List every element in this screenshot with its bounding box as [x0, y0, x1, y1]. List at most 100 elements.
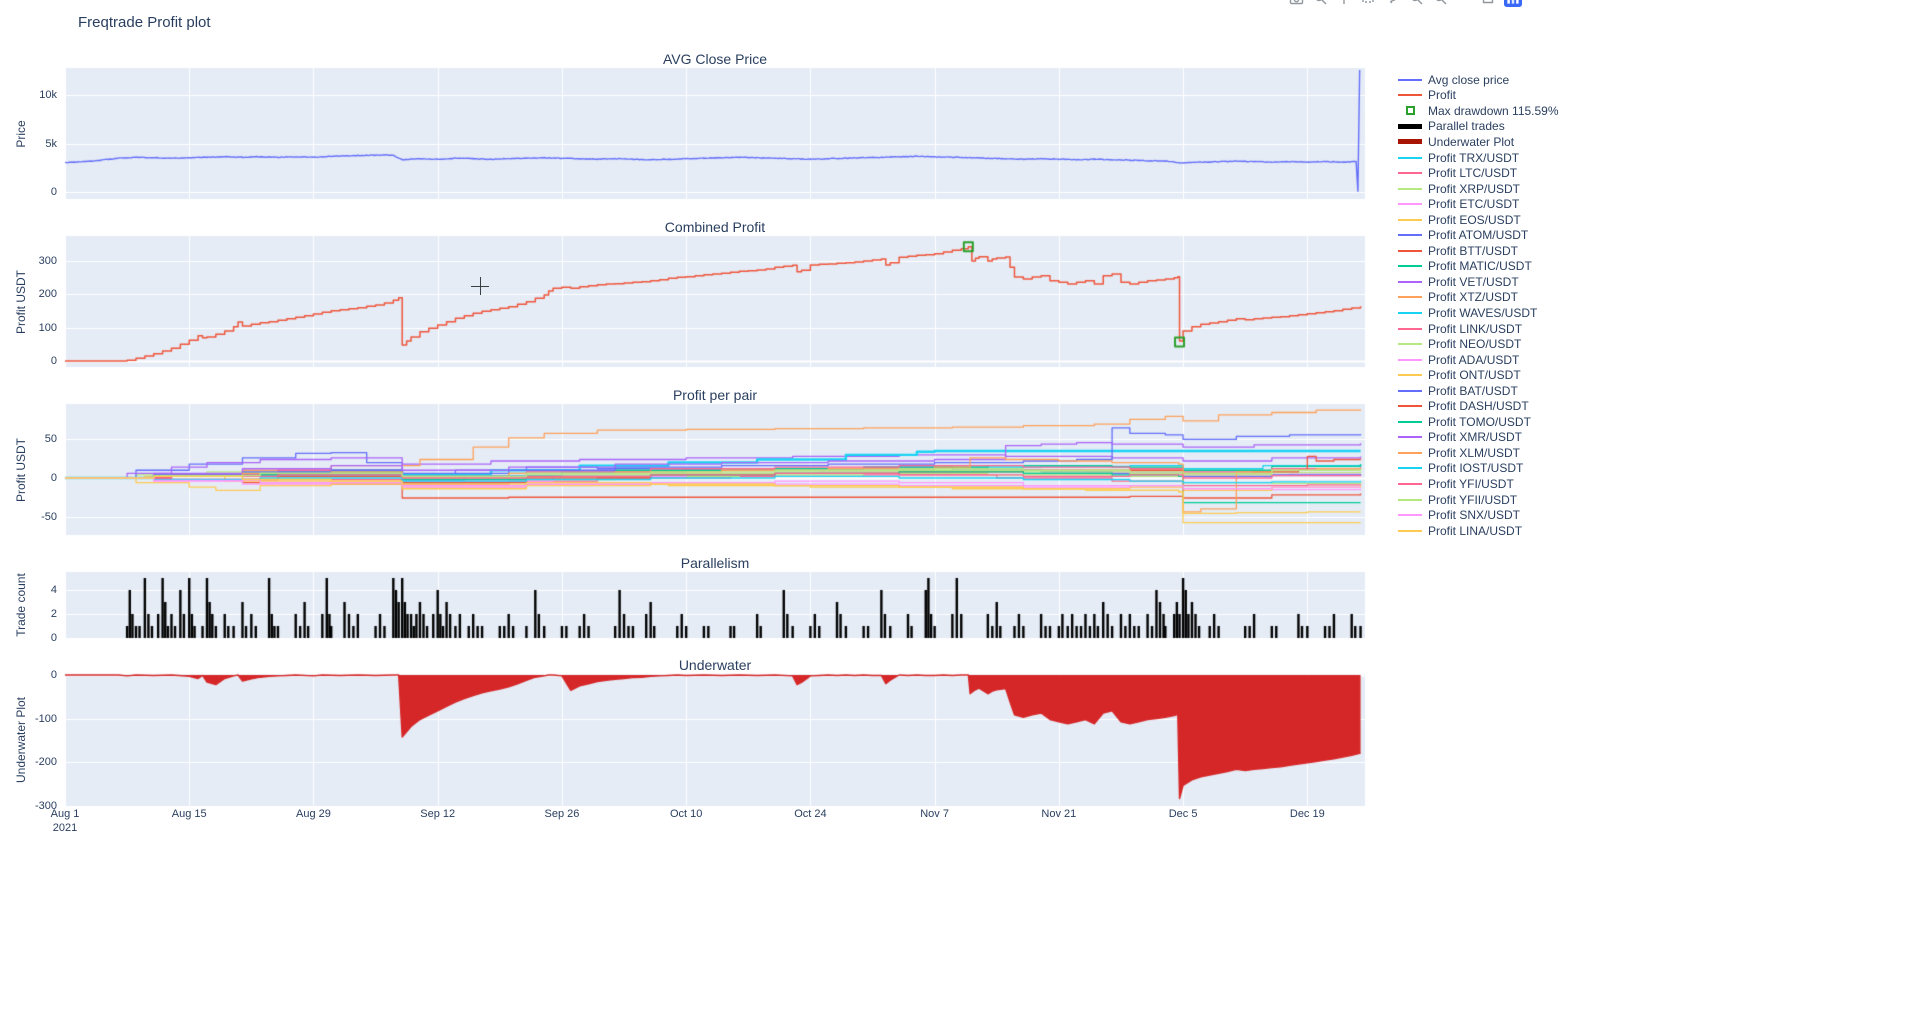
- legend-item[interactable]: Profit ONT/USDT: [1397, 367, 1559, 383]
- trace-swatch-icon: [1397, 498, 1423, 501]
- legend-label: Profit LTC/USDT: [1428, 166, 1518, 181]
- legend-item[interactable]: Profit NEO/USDT: [1397, 336, 1559, 352]
- legend-item[interactable]: Profit TRX/USDT: [1397, 150, 1559, 166]
- y-tick-label: 0: [50, 669, 57, 681]
- trace-swatch-icon: [1397, 482, 1423, 485]
- legend-label: Profit XMR/USDT: [1428, 430, 1523, 445]
- legend-label: Profit: [1428, 88, 1457, 103]
- legend-item[interactable]: Profit DASH/USDT: [1397, 398, 1559, 414]
- legend-label: Profit WAVES/USDT: [1428, 305, 1538, 320]
- autoscale-icon[interactable]: [1452, 0, 1476, 9]
- y-tick-label: 10k: [39, 89, 57, 102]
- legend-item[interactable]: Profit XRP/USDT: [1397, 181, 1559, 197]
- legend-item[interactable]: Profit XMR/USDT: [1397, 430, 1559, 446]
- legend-label: Profit ETC/USDT: [1428, 197, 1520, 212]
- legend-item[interactable]: Profit ADA/USDT: [1397, 352, 1559, 368]
- reset-axes-icon[interactable]: [1476, 0, 1500, 9]
- legend-label: Profit EOS/USDT: [1428, 212, 1521, 227]
- box-select-icon[interactable]: [1356, 0, 1380, 9]
- legend-item[interactable]: Profit MATIC/USDT: [1397, 259, 1559, 275]
- legend-label: Profit XTZ/USDT: [1428, 290, 1519, 305]
- x-tick-label: Nov 21: [1041, 808, 1077, 820]
- trace-swatch-icon: [1397, 218, 1423, 221]
- trace-swatch-icon: [1397, 405, 1423, 408]
- legend-item[interactable]: Underwater Plot: [1397, 134, 1559, 150]
- legend-item[interactable]: Profit WAVES/USDT: [1397, 305, 1559, 321]
- legend-label: Avg close price: [1428, 72, 1510, 87]
- trace-swatch-icon: [1397, 327, 1423, 330]
- x-tick-label: Nov 7: [920, 808, 949, 820]
- legend-item[interactable]: Profit YFII/USDT: [1397, 492, 1559, 508]
- zoom-out-icon[interactable]: [1428, 0, 1452, 9]
- y-tick-label: 50: [44, 433, 57, 446]
- legend-item[interactable]: Profit IOST/USDT: [1397, 461, 1559, 477]
- legend-item[interactable]: Profit LINA/USDT: [1397, 523, 1559, 539]
- legend-item[interactable]: Profit XLM/USDT: [1397, 445, 1559, 461]
- legend-label: Profit LINA/USDT: [1428, 523, 1523, 538]
- x-tick-label: Sep 12: [420, 808, 456, 820]
- x-tick-label: Sep 26: [544, 808, 580, 820]
- zoom-icon[interactable]: [1308, 0, 1332, 9]
- legend-label: Profit XRP/USDT: [1428, 181, 1521, 196]
- trace-swatch-icon: [1397, 156, 1423, 159]
- subplot-title-avg-close-price: AVG Close Price: [663, 51, 767, 67]
- legend-item[interactable]: Parallel trades: [1397, 119, 1559, 135]
- legend-item[interactable]: Avg close price: [1397, 72, 1559, 88]
- legend-item[interactable]: Max drawdown 115.59%: [1397, 103, 1559, 119]
- legend-item[interactable]: Profit ATOM/USDT: [1397, 227, 1559, 243]
- legend-label: Profit YFI/USDT: [1428, 476, 1514, 491]
- trace-swatch-icon: [1397, 436, 1423, 439]
- pan-icon[interactable]: [1332, 0, 1356, 9]
- trace-swatch-icon: [1397, 203, 1423, 206]
- x-tick-label: Aug 29: [296, 808, 331, 820]
- legend-label: Profit YFII/USDT: [1428, 492, 1518, 507]
- legend-item[interactable]: Profit LINK/USDT: [1397, 321, 1559, 337]
- subplot-title-combined-profit: Combined Profit: [664, 219, 766, 235]
- legend-label: Profit ADA/USDT: [1428, 352, 1520, 367]
- legend-item[interactable]: Profit SNX/USDT: [1397, 507, 1559, 523]
- trace-swatch-icon: [1397, 343, 1423, 346]
- y-tick-label: 5k: [45, 137, 57, 150]
- lasso-select-icon[interactable]: [1380, 0, 1404, 9]
- legend-item[interactable]: Profit ETC/USDT: [1397, 196, 1559, 212]
- legend-item[interactable]: Profit LTC/USDT: [1397, 165, 1559, 181]
- y-axis-label-underwater-plot: Underwater Plot: [14, 696, 28, 784]
- trace-swatch-icon: [1397, 451, 1423, 454]
- legend-label: Profit NEO/USDT: [1428, 337, 1522, 352]
- trace-swatch-icon: [1397, 389, 1423, 392]
- legend-label: Profit ONT/USDT: [1428, 368, 1521, 383]
- legend-item[interactable]: Profit EOS/USDT: [1397, 212, 1559, 228]
- legend-item[interactable]: Profit BTT/USDT: [1397, 243, 1559, 259]
- legend-item[interactable]: Profit: [1397, 88, 1559, 104]
- y-tick-label: -200: [34, 756, 57, 769]
- trace-swatch-icon: [1397, 172, 1423, 175]
- trace-swatch-icon: [1397, 234, 1423, 237]
- x-tick-label: Aug 15: [171, 808, 207, 820]
- legend-item[interactable]: Profit VET/USDT: [1397, 274, 1559, 290]
- legend-label: Profit TRX/USDT: [1428, 150, 1520, 165]
- y-tick-label: 0: [50, 355, 57, 367]
- zoom-in-icon[interactable]: [1404, 0, 1428, 9]
- legend: Avg close price Profit Max drawdown 115.59…: [1397, 72, 1559, 538]
- legend-label: Profit ATOM/USDT: [1428, 228, 1529, 243]
- plotly-logo-icon[interactable]: [1500, 0, 1526, 9]
- legend-label: Profit XLM/USDT: [1428, 445, 1521, 460]
- legend-item[interactable]: Profit YFI/USDT: [1397, 476, 1559, 492]
- legend-label: Profit DASH/USDT: [1428, 399, 1529, 414]
- trace-swatch-icon: [1397, 374, 1423, 377]
- legend-item[interactable]: Profit XTZ/USDT: [1397, 290, 1559, 306]
- legend-item[interactable]: Profit TOMO/USDT: [1397, 414, 1559, 430]
- trace-swatch-icon: [1397, 529, 1423, 532]
- legend-label: Underwater Plot: [1428, 134, 1515, 149]
- subplot-title-profit-per-pair: Profit per pair: [672, 387, 758, 403]
- y-tick-label: -300: [34, 800, 57, 812]
- camera-icon[interactable]: [1284, 0, 1308, 9]
- trace-swatch-icon: [1397, 94, 1423, 97]
- trace-swatch-icon: [1397, 123, 1423, 129]
- y-tick-label: 2: [50, 608, 57, 620]
- legend-label: Max drawdown 115.59%: [1428, 103, 1559, 118]
- legend-item[interactable]: Profit BAT/USDT: [1397, 383, 1559, 399]
- subplot-title-underwater: Underwater: [678, 657, 752, 673]
